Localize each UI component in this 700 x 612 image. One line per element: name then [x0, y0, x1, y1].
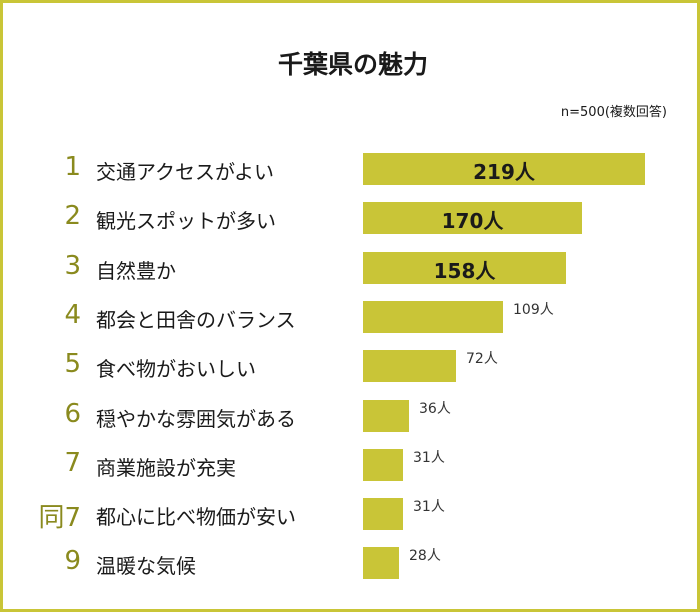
- rank-number: 7: [64, 447, 81, 478]
- rank-number: 3: [64, 250, 81, 281]
- bar: [363, 202, 582, 235]
- value-label: 31人: [413, 449, 445, 466]
- category-label: 穏やかな雰囲気がある: [96, 406, 296, 431]
- category-label: 都心に比べ物価が安い: [96, 505, 296, 530]
- category-label: 観光スポットが多い: [96, 209, 276, 234]
- value-label: 109人: [513, 301, 554, 318]
- value-label: 28人: [409, 548, 441, 565]
- bar: [363, 448, 403, 481]
- category-label: 交通アクセスがよい: [96, 160, 274, 184]
- chart-title: 千葉県の魅力: [277, 50, 428, 79]
- bar: [363, 300, 503, 333]
- bar: [363, 350, 456, 383]
- value-label: 158人: [433, 258, 496, 283]
- value-label: 219人: [473, 160, 535, 184]
- rank-number: 1: [64, 152, 81, 182]
- value-label: 170人: [441, 209, 504, 234]
- category-label: 商業施設が充実: [96, 455, 236, 480]
- bar: [363, 498, 403, 531]
- rank-number: 同7: [38, 503, 81, 534]
- rank-number: 9: [64, 546, 81, 577]
- rank-number: 6: [64, 398, 81, 429]
- value-label: 72人: [466, 351, 498, 368]
- rank-number: 4: [64, 299, 81, 330]
- category-label: 都会と田舎のバランス: [96, 307, 296, 332]
- rank-number: 5: [64, 349, 81, 380]
- bar: [363, 153, 645, 185]
- value-label: 31人: [413, 499, 445, 516]
- bar: [363, 399, 409, 432]
- sample-note: n=500(複数回答): [560, 105, 667, 120]
- rank-number: 2: [64, 201, 81, 232]
- bar: [363, 251, 566, 284]
- category-label: 食べ物がおいしい: [96, 357, 256, 382]
- category-label: 自然豊か: [96, 258, 176, 283]
- bar: [363, 547, 399, 580]
- value-label: 36人: [419, 400, 451, 417]
- category-label: 温暖な気候: [96, 554, 196, 579]
